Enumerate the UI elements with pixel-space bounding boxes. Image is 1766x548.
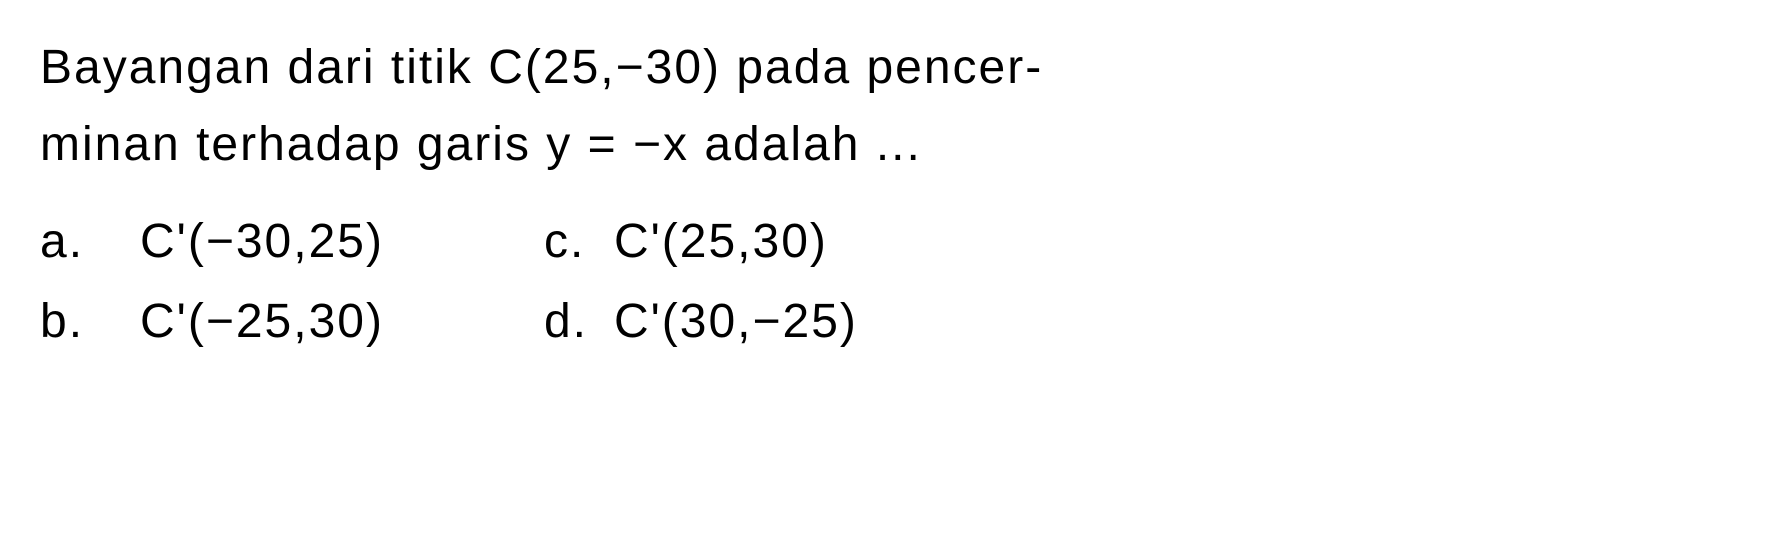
option-d-value: C'(30,−25) xyxy=(614,294,858,349)
options-row-1: a. C'(−30,25) c. C'(25,30) xyxy=(40,214,1726,269)
option-b-label: b. xyxy=(40,294,140,349)
question-line-1: Bayangan dari titik C(25,−30) pada pence… xyxy=(40,30,1726,107)
option-c: c. C'(25,30) xyxy=(544,214,828,269)
question-text: Bayangan dari titik C(25,−30) pada pence… xyxy=(40,30,1726,184)
option-c-label: c. xyxy=(544,214,614,269)
option-d: d. C'(30,−25) xyxy=(544,294,858,349)
option-a: a. C'(−30,25) xyxy=(40,214,384,269)
option-d-label: d. xyxy=(544,294,614,349)
options-container: a. C'(−30,25) c. C'(25,30) b. C'(−25,30)… xyxy=(40,214,1726,349)
option-c-value: C'(25,30) xyxy=(614,214,828,269)
option-a-label: a. xyxy=(40,214,140,269)
options-row-2: b. C'(−25,30) d. C'(30,−25) xyxy=(40,294,1726,349)
option-b: b. C'(−25,30) xyxy=(40,294,384,349)
option-a-value: C'(−30,25) xyxy=(140,214,384,269)
question-line-2: minan terhadap garis y = −x adalah ... xyxy=(40,107,1726,184)
option-b-value: C'(−25,30) xyxy=(140,294,384,349)
